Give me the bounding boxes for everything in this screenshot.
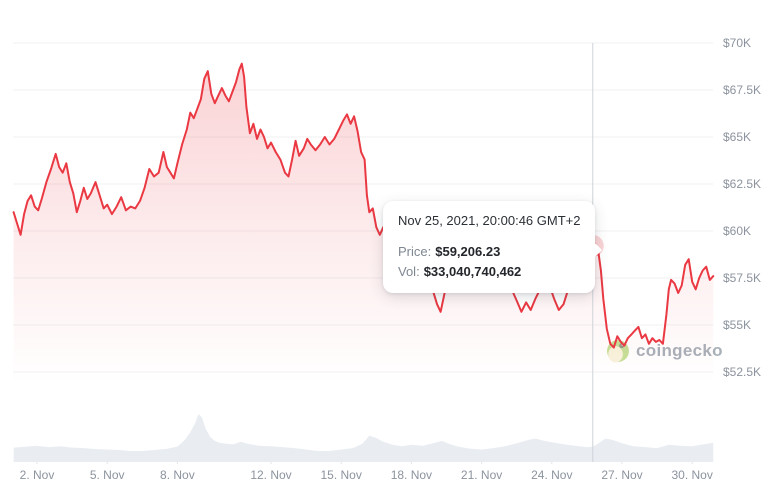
tooltip-vol-value: $33,040,740,462 [423,264,522,279]
x-axis-label: 15. Nov [320,468,362,482]
tooltip-price-label: Price: [398,244,432,259]
tooltip-vol-row: Vol: $33,040,740,462 [398,262,580,282]
y-axis-label: $62.5K [723,177,762,191]
x-axis-label: 8. Nov [160,468,195,482]
y-axis-label: $55K [723,318,752,332]
x-axis-label: 27. Nov [601,468,643,482]
y-axis-label: $57.5K [723,271,762,285]
tooltip-vol-label: Vol: [398,264,420,279]
x-axis-label: 2. Nov [19,468,55,482]
tooltip-price-row: Price: $59,206.23 [398,242,580,262]
y-axis-label: $65K [723,130,752,144]
x-axis-label: 30. Nov [671,468,713,482]
tooltip-timestamp: Nov 25, 2021, 20:00:46 GMT+2 [398,213,581,228]
x-axis-label: 5. Nov [89,468,125,482]
tooltip-arrow [594,242,603,258]
y-axis-label: $52.5K [723,365,762,379]
y-axis-label: $70K [723,36,752,50]
y-axis-label: $60K [723,224,752,238]
chart-tooltip: Nov 25, 2021, 20:00:46 GMT+2 Price: $59,2… [383,201,603,293]
price-line [12,62,715,349]
volume-area [13,414,714,462]
x-axis-label: 12. Nov [250,468,292,482]
x-axis-label: 24. Nov [531,468,573,482]
tooltip-price-value: $59,206.23 [435,244,501,259]
x-axis-label: 18. Nov [390,468,433,482]
y-axis-label: $67.5K [723,83,762,97]
price-area [13,63,714,381]
x-axis-label: 21. Nov [460,468,503,482]
